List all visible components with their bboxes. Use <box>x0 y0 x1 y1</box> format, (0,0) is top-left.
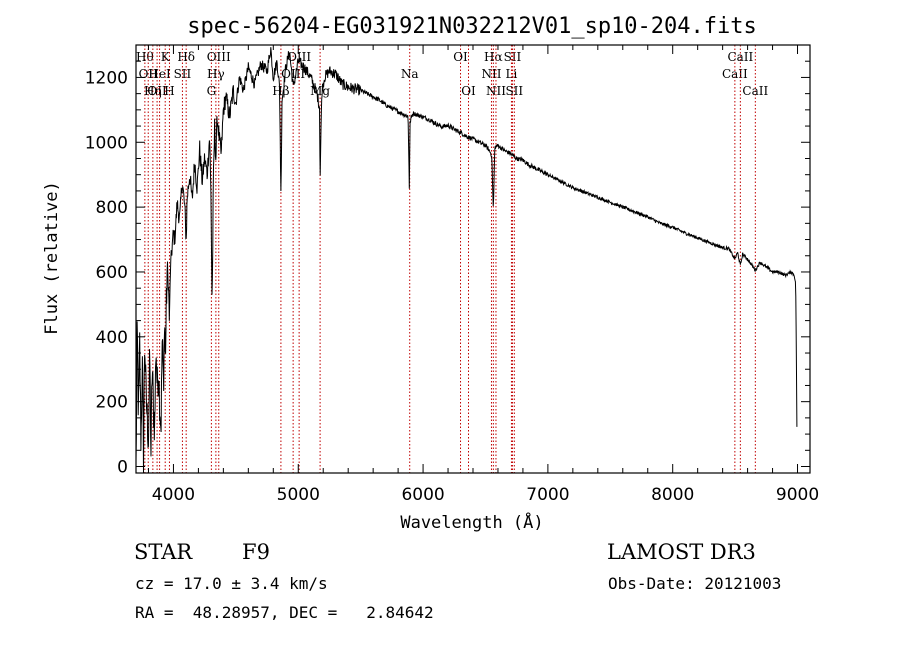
x-axis-ticks: 4000 5000 6000 7000 8000 9000 <box>147 45 819 505</box>
observation-date: Obs-Date: 20121003 <box>608 574 782 593</box>
line-label-17: OI <box>453 50 468 64</box>
x-tick-label-1: 5000 <box>277 485 320 505</box>
y-tick-label-4: 800 <box>96 198 128 218</box>
x-tick-label-0: 4000 <box>152 485 195 505</box>
y-tick-label-0: 0 <box>117 458 128 478</box>
y-tick-label-1: 200 <box>96 393 128 413</box>
line-label-5: K <box>161 50 171 64</box>
x-tick-label-3: 7000 <box>526 485 569 505</box>
object-subclass: F9 <box>242 540 270 564</box>
x-axis-label: Wavelength (Å) <box>400 511 543 533</box>
spectrum-line <box>135 47 798 474</box>
line-label-14: OIII <box>287 50 311 64</box>
spectrum-chart: spec-56204-EG031921N032212V01_sp10-204.f… <box>42 14 819 533</box>
line-label-7: SII <box>174 67 192 81</box>
y-axis-label: Flux (relative) <box>42 181 62 335</box>
y-tick-label-3: 600 <box>96 263 128 283</box>
line-label-24: SII <box>505 84 523 98</box>
redshift-velocity: cz = 17.0 ± 3.4 km/s <box>135 574 328 593</box>
line-label-10: Hγ <box>207 67 225 81</box>
line-label-3: OII <box>147 84 167 98</box>
line-label-19: NII <box>481 67 501 81</box>
line-label-23: SII <box>504 50 522 64</box>
line-label-4: HeI <box>148 67 171 81</box>
y-tick-label-6: 1200 <box>85 68 128 88</box>
survey-name: LAMOST DR3 <box>607 540 756 564</box>
line-label-27: CaII <box>742 84 768 98</box>
spectral-line-markers: HθOIIHηOIIHeIKHSIIHδGHγOIIIHβOIIIOIIIMgN… <box>136 45 768 473</box>
x-tick-label-2: 6000 <box>401 485 444 505</box>
plot-frame <box>135 44 811 474</box>
y-tick-label-2: 400 <box>96 328 128 348</box>
line-label-6: H <box>164 84 174 98</box>
line-label-22: Li <box>506 67 518 81</box>
line-label-9: G <box>207 84 217 98</box>
line-label-21: NII <box>486 84 506 98</box>
sky-coordinates: RA = 48.28957, DEC = 2.84642 <box>135 603 434 622</box>
line-label-0: Hθ <box>136 50 154 64</box>
line-label-25: CaII <box>722 67 748 81</box>
y-axis-ticks: 0 200 400 600 800 1000 1200 <box>85 60 810 478</box>
object-class: STAR <box>134 540 193 564</box>
line-label-18: OI <box>461 84 476 98</box>
line-label-16: Na <box>401 67 419 81</box>
line-label-20: Hα <box>484 50 503 64</box>
line-label-8: Hδ <box>177 50 195 64</box>
line-label-12: Hβ <box>272 84 289 98</box>
chart-title: spec-56204-EG031921N032212V01_sp10-204.f… <box>187 14 757 39</box>
spectrum-series <box>135 47 798 474</box>
line-label-26: CaII <box>727 50 753 64</box>
y-tick-label-5: 1000 <box>85 133 128 153</box>
x-tick-label-4: 8000 <box>651 485 694 505</box>
line-label-11: OIII <box>207 50 231 64</box>
x-tick-label-5: 9000 <box>776 485 819 505</box>
